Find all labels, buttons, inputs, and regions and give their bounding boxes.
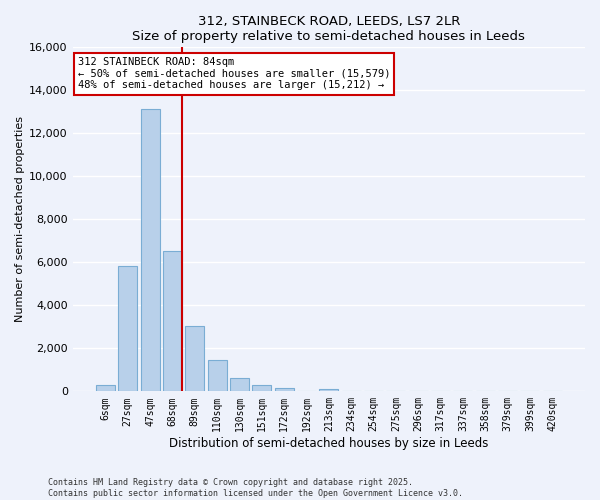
Bar bbox=[230, 378, 249, 392]
Bar bbox=[185, 326, 204, 392]
Text: 312 STAINBECK ROAD: 84sqm
← 50% of semi-detached houses are smaller (15,579)
48%: 312 STAINBECK ROAD: 84sqm ← 50% of semi-… bbox=[78, 58, 390, 90]
Text: Contains HM Land Registry data © Crown copyright and database right 2025.
Contai: Contains HM Land Registry data © Crown c… bbox=[48, 478, 463, 498]
Bar bbox=[208, 360, 227, 392]
Bar bbox=[118, 266, 137, 392]
Bar bbox=[275, 388, 293, 392]
Title: 312, STAINBECK ROAD, LEEDS, LS7 2LR
Size of property relative to semi-detached h: 312, STAINBECK ROAD, LEEDS, LS7 2LR Size… bbox=[133, 15, 525, 43]
Y-axis label: Number of semi-detached properties: Number of semi-detached properties bbox=[15, 116, 25, 322]
X-axis label: Distribution of semi-detached houses by size in Leeds: Distribution of semi-detached houses by … bbox=[169, 437, 488, 450]
Bar bbox=[319, 390, 338, 392]
Bar bbox=[163, 252, 182, 392]
Bar bbox=[96, 385, 115, 392]
Bar bbox=[140, 110, 160, 392]
Bar bbox=[253, 386, 271, 392]
